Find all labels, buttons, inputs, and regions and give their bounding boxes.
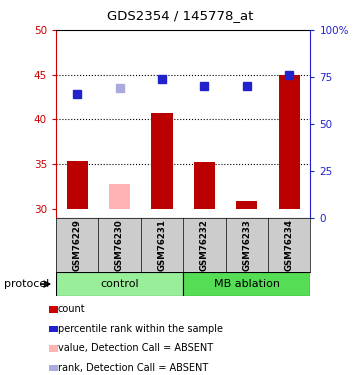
Bar xyxy=(194,162,215,209)
Bar xyxy=(56,272,183,296)
Text: value, Detection Call = ABSENT: value, Detection Call = ABSENT xyxy=(58,344,213,353)
Bar xyxy=(66,161,88,209)
Bar xyxy=(151,113,173,209)
Bar xyxy=(109,184,130,209)
Text: GSM76230: GSM76230 xyxy=(115,219,124,270)
Text: GSM76233: GSM76233 xyxy=(242,219,251,271)
Text: MB ablation: MB ablation xyxy=(214,279,280,289)
Bar xyxy=(183,272,310,296)
Text: rank, Detection Call = ABSENT: rank, Detection Call = ABSENT xyxy=(58,363,208,373)
Text: GSM76231: GSM76231 xyxy=(157,219,166,271)
Text: GSM76232: GSM76232 xyxy=(200,219,209,271)
Text: GSM76234: GSM76234 xyxy=(285,219,294,271)
Text: GDS2354 / 145778_at: GDS2354 / 145778_at xyxy=(107,9,254,22)
Bar xyxy=(236,201,257,208)
Text: count: count xyxy=(58,304,86,314)
Bar xyxy=(279,75,300,209)
Text: percentile rank within the sample: percentile rank within the sample xyxy=(58,324,223,334)
Text: protocol: protocol xyxy=(4,279,49,289)
Text: control: control xyxy=(100,279,139,289)
Text: GSM76229: GSM76229 xyxy=(73,219,82,271)
